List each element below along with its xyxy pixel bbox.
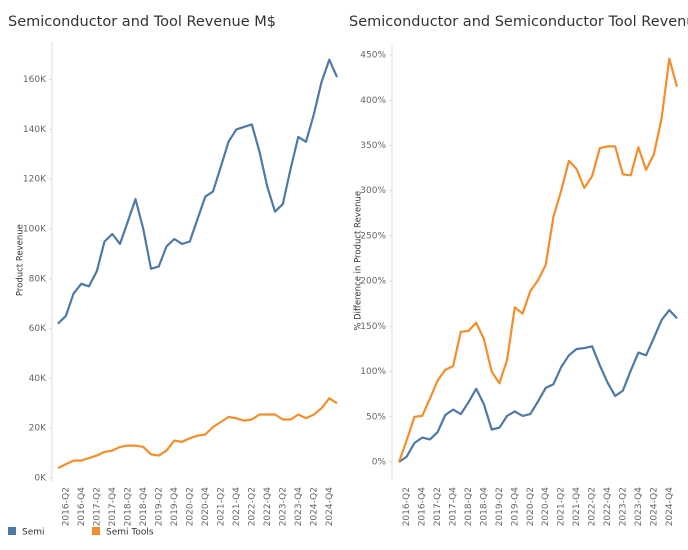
chart-title: Semiconductor and Semiconductor Tool Rev…	[349, 14, 688, 30]
x-tick-label: 2020-Q2	[185, 487, 195, 526]
legend-swatch[interactable]	[8, 527, 16, 535]
x-tick-label: 2016-Q2	[402, 487, 412, 526]
x-tick-label: 2017-Q2	[92, 487, 102, 526]
x-tick-label: 2022-Q2	[588, 487, 598, 526]
legend-swatch[interactable]	[92, 527, 100, 535]
series-line	[398, 309, 678, 463]
legend-label: Semi	[22, 528, 45, 538]
y-tick-label: 120K	[23, 175, 47, 185]
y-tick-label: 400%	[360, 96, 386, 106]
x-tick-label: 2018-Q2	[464, 487, 474, 526]
y-tick-label: 450%	[360, 51, 386, 61]
x-tick-label: 2023-Q2	[618, 487, 628, 526]
x-tick-label: 2020-Q4	[541, 487, 551, 527]
x-tick-label: 2023-Q2	[278, 487, 288, 526]
y-tick-label: 150%	[360, 322, 386, 332]
x-tick-label: 2021-Q4	[232, 487, 242, 527]
x-tick-label: 2019-Q4	[510, 487, 520, 527]
y-tick-label: 0K	[34, 474, 47, 484]
y-tick-label: 20K	[29, 424, 47, 434]
x-tick-label: 2017-Q4	[449, 487, 459, 527]
x-tick-label: 2020-Q4	[201, 487, 211, 527]
y-tick-label: 80K	[29, 274, 47, 284]
x-tick-label: 2021-Q2	[557, 487, 567, 526]
x-tick-label: 2018-Q2	[123, 487, 133, 526]
x-tick-label: 2022-Q2	[247, 487, 257, 526]
x-tick-label: 2017-Q2	[433, 487, 443, 526]
y-tick-label: 350%	[360, 141, 386, 151]
x-tick-label: 2017-Q4	[108, 487, 118, 527]
x-tick-label: 2016-Q2	[61, 487, 71, 526]
y-tick-label: 60K	[29, 324, 47, 334]
x-tick-label: 2021-Q4	[572, 487, 582, 527]
y-tick-label: 40K	[29, 374, 47, 384]
x-tick-label: 2019-Q4	[170, 487, 180, 527]
x-tick-label: 2018-Q4	[479, 487, 489, 527]
y-tick-label: 100K	[23, 225, 47, 235]
x-tick-label: 2016-Q4	[418, 487, 428, 527]
legend-label: Semi Tools	[106, 528, 154, 538]
x-tick-label: 2024-Q2	[649, 487, 659, 526]
series-line	[57, 58, 339, 325]
x-tick-label: 2019-Q2	[495, 487, 505, 526]
y-tick-label: 140K	[23, 125, 47, 135]
x-tick-label: 2023-Q4	[294, 487, 304, 527]
y-tick-label: 100%	[360, 367, 386, 377]
x-tick-label: 2024-Q4	[665, 487, 675, 527]
x-tick-label: 2024-Q4	[325, 487, 335, 527]
y-tick-label: 200%	[360, 277, 386, 287]
y-axis-label: % Difference in Product Revenue	[354, 191, 364, 331]
y-tick-label: 0%	[372, 458, 387, 468]
y-tick-label: 160K	[23, 75, 47, 85]
series-line	[397, 57, 679, 463]
x-tick-label: 2019-Q2	[154, 487, 164, 526]
x-tick-label: 2022-Q4	[263, 487, 273, 527]
series-line	[57, 397, 338, 469]
x-tick-label: 2016-Q4	[77, 487, 87, 527]
y-tick-label: 300%	[360, 186, 386, 196]
y-tick-label: 250%	[360, 231, 386, 241]
x-tick-label: 2018-Q4	[139, 487, 149, 527]
x-tick-label: 2024-Q2	[309, 487, 319, 526]
x-tick-label: 2022-Q4	[603, 487, 613, 527]
x-tick-label: 2021-Q2	[216, 487, 226, 526]
y-tick-label: 50%	[366, 412, 386, 422]
x-tick-label: 2020-Q2	[526, 487, 536, 526]
x-tick-label: 2023-Q4	[634, 487, 644, 527]
chart-title: Semiconductor and Tool Revenue M$	[8, 14, 276, 30]
y-axis-label: Product Revenue	[16, 224, 26, 296]
